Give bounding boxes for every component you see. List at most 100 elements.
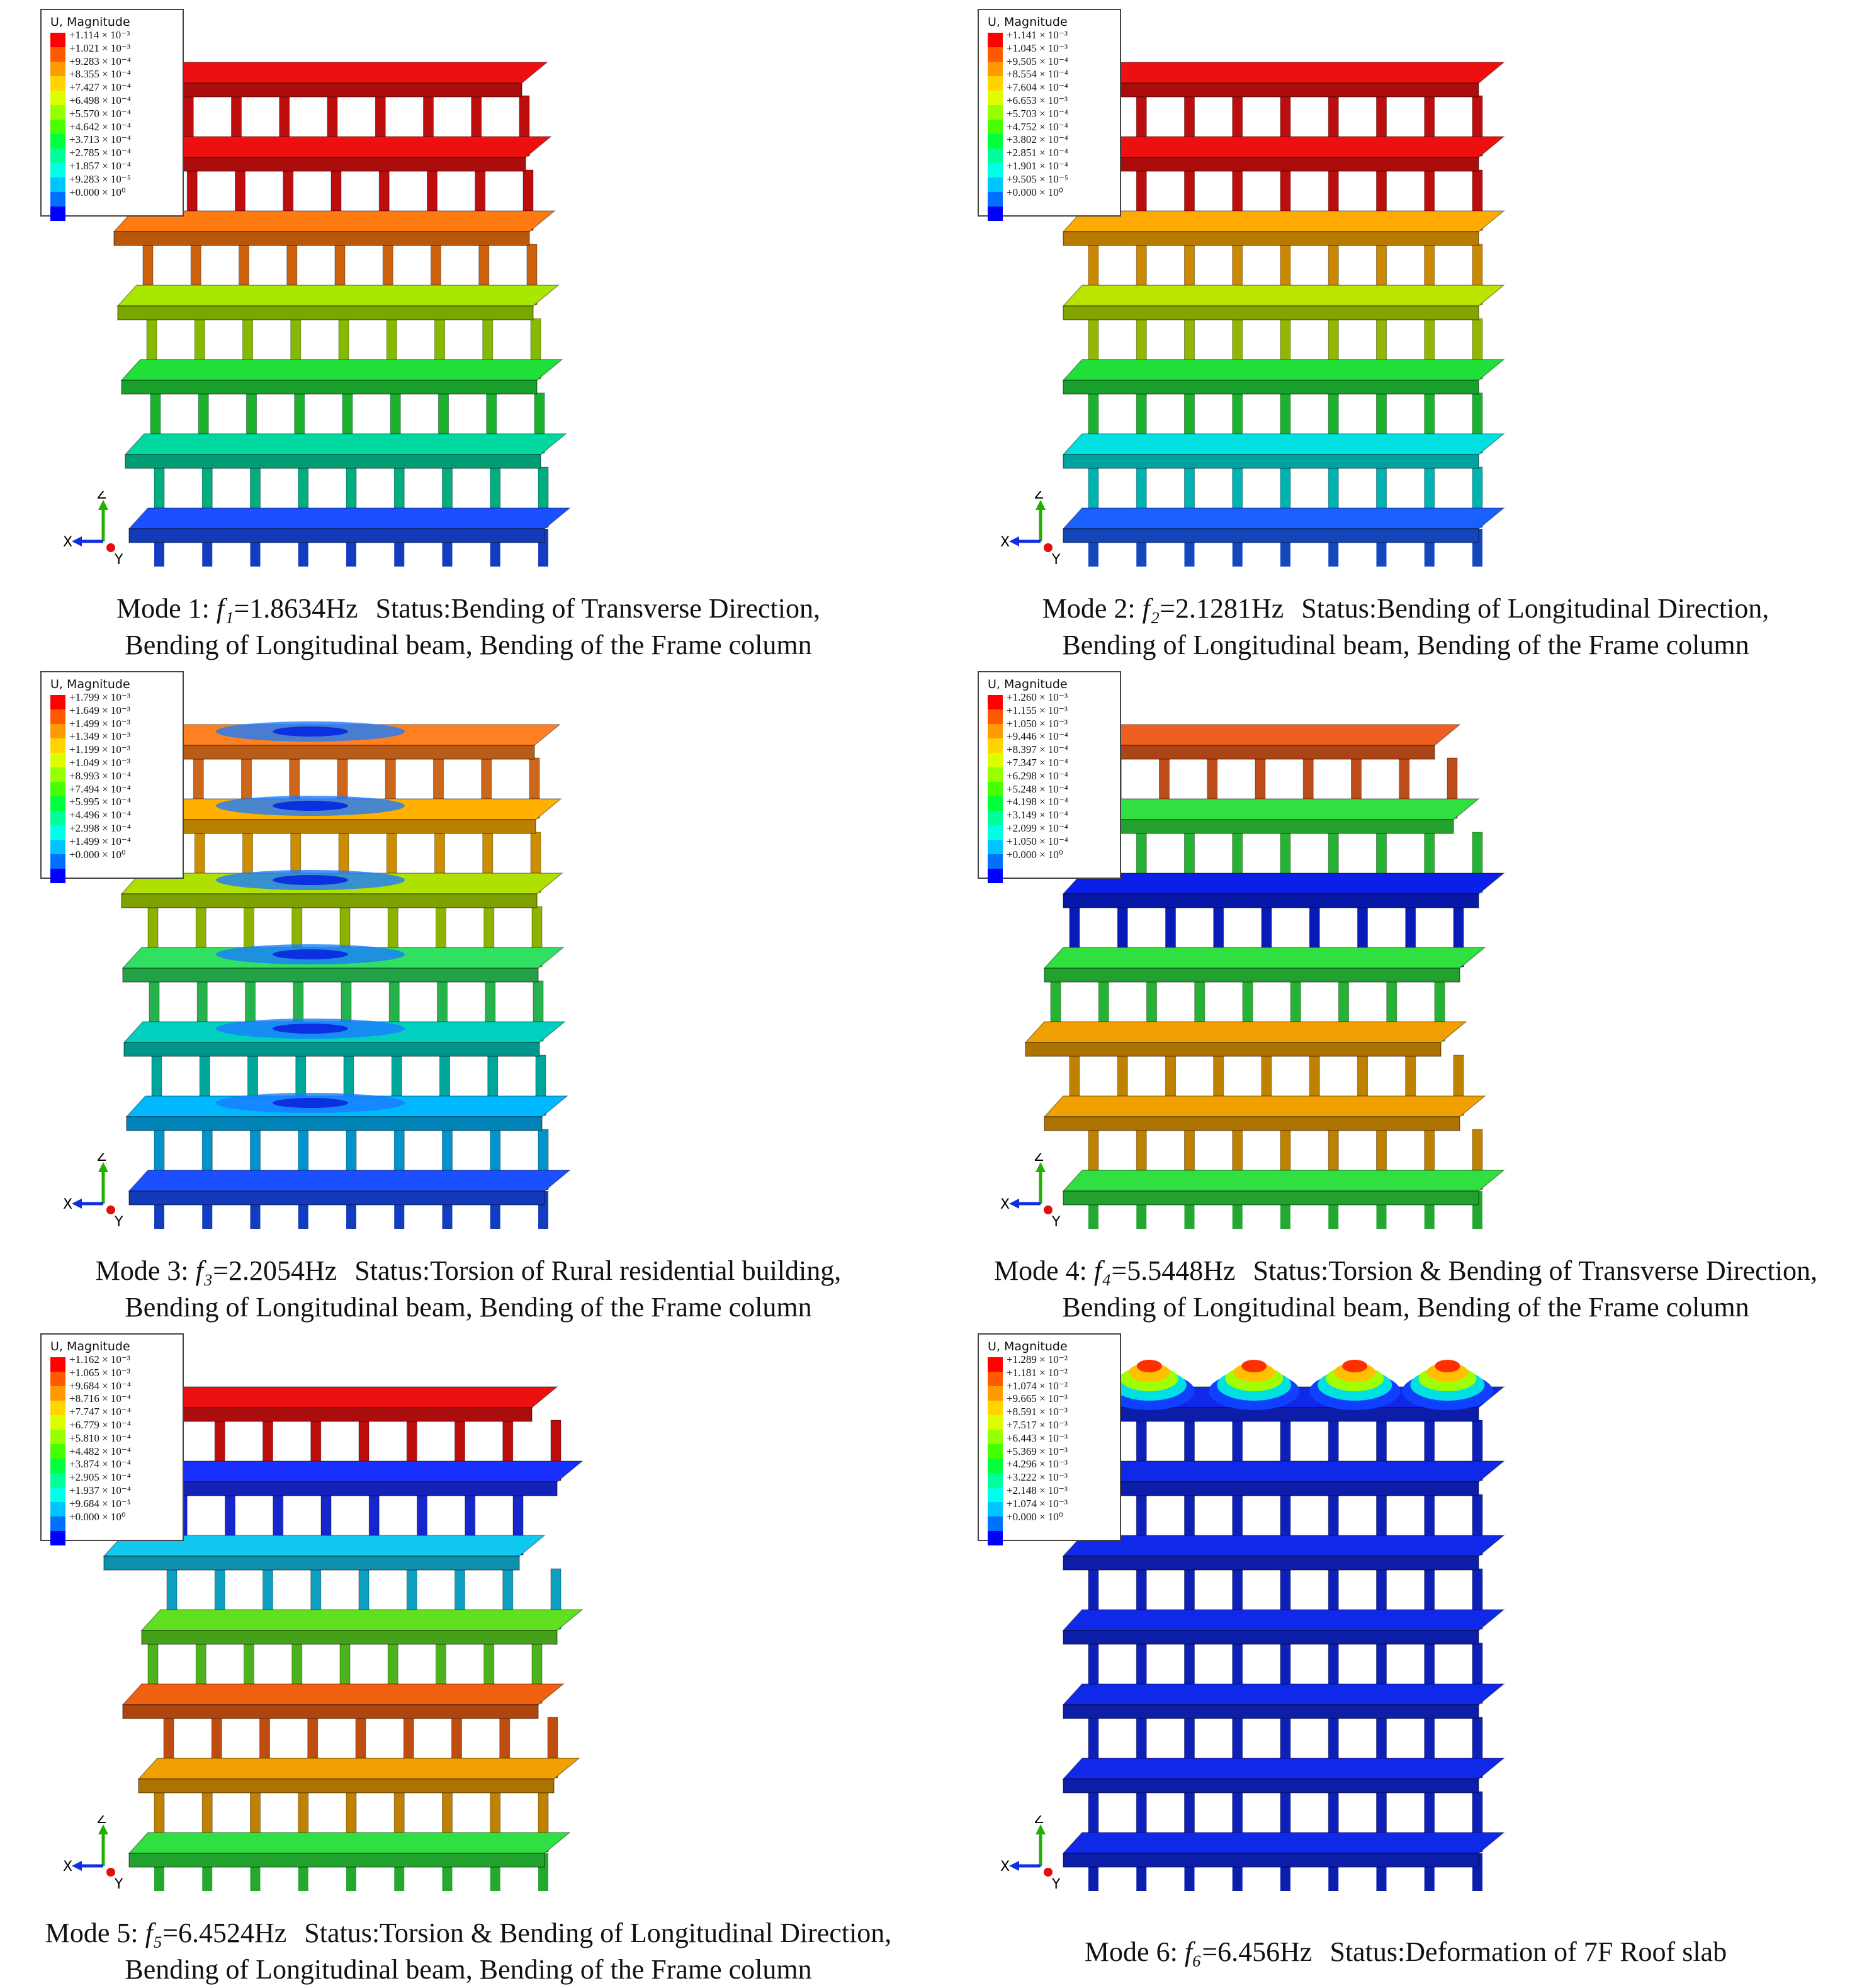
legend-value: +0.000 × 10⁰	[1007, 848, 1063, 861]
legend-swatch	[50, 149, 65, 163]
floor-slab-edge	[1063, 1481, 1479, 1496]
legend-swatch	[988, 738, 1003, 753]
mode-caption-line1: Mode 2: f₂=2.1281Hz Status:Bending of Lon…	[937, 590, 1874, 627]
floor-slab-top	[1062, 1609, 1506, 1631]
legend-value: +7.604 × 10⁻⁴	[1007, 81, 1068, 94]
floor-slab-top	[1062, 1460, 1506, 1483]
caption-frequency-value: =2.2054Hz	[213, 1255, 337, 1286]
legend-value: +8.397 × 10⁻⁴	[1007, 743, 1068, 756]
caption-frequency-symbol: f₄	[1093, 1255, 1112, 1286]
torsion-contour	[273, 726, 348, 737]
legend-swatch	[50, 724, 65, 738]
mode-panel-5: U, Magnitude +1.162 × 10⁻³ +1.065 × 10⁻³ +…	[0, 1324, 937, 1986]
legend-swatch	[988, 178, 1003, 192]
legend-swatch	[988, 811, 1003, 825]
legend-value: +1.499 × 10⁻⁴	[69, 835, 131, 847]
torsion-contour	[273, 1098, 348, 1108]
legend-swatch	[988, 1488, 1003, 1502]
caption-mode-label: Mode 4:	[994, 1255, 1094, 1286]
legend-swatch	[988, 1401, 1003, 1415]
caption-frequency-value: =6.4524Hz	[162, 1917, 287, 1948]
caption-frequency-value: =6.456Hz	[1202, 1936, 1312, 1967]
legend-swatch	[50, 1502, 65, 1516]
caption-frequency-value: =2.1281Hz	[1160, 593, 1284, 624]
caption-status: Status:Torsion of Rural residential buil…	[354, 1255, 842, 1286]
legend-swatch	[988, 47, 1003, 62]
legend-swatch	[988, 76, 1003, 91]
mode-caption-line1: Mode 5: f₅=6.4524Hz Status:Torsion & Bend…	[0, 1915, 937, 1951]
floor-slab-edge	[103, 1556, 520, 1571]
axis-triad-icon: Z X Y	[1000, 1153, 1061, 1230]
legend-value: +1.649 × 10⁻³	[69, 704, 130, 716]
floor-slab-edge	[1063, 454, 1479, 469]
legend-swatch	[988, 134, 1003, 149]
x-axis-label: X	[63, 1197, 72, 1212]
floor-slab-edge	[1063, 1190, 1479, 1206]
z-axis-label: Z	[1034, 1153, 1044, 1165]
caption-mode-label: Mode 5:	[45, 1917, 145, 1948]
y-axis-dot	[106, 543, 115, 552]
roof-slab-bulge	[1136, 1360, 1162, 1372]
floor-slab-edge	[126, 1116, 543, 1131]
legend-swatch	[988, 753, 1003, 767]
legend-value: +9.505 × 10⁻⁵	[1007, 172, 1068, 185]
floor-slab-edge	[113, 231, 530, 246]
legend-value: +1.799 × 10⁻³	[69, 691, 130, 703]
floor-slab-top	[1062, 1535, 1506, 1557]
floor-slab-top	[128, 1832, 572, 1854]
legend-swatch	[50, 767, 65, 782]
floor-slab-top	[1062, 1683, 1506, 1705]
legend-swatch	[988, 105, 1003, 120]
legend-swatch	[50, 1430, 65, 1444]
caption-frequency-symbol: f₂	[1142, 593, 1160, 624]
y-axis-label: Y	[114, 552, 123, 568]
legend-swatch	[50, 1372, 65, 1386]
color-legend: U, Magnitude +1.260 × 10⁻³ +1.155 × 10⁻³ +…	[978, 671, 1121, 883]
floor-slab-top	[1043, 947, 1487, 969]
floor-slab-edge	[125, 454, 541, 469]
color-legend: U, Magnitude +1.114 × 10⁻³ +1.021 × 10⁻³ +…	[40, 9, 184, 221]
legend-value: +1.050 × 10⁻³	[1007, 717, 1068, 730]
legend-value: +6.298 × 10⁻⁴	[1007, 769, 1068, 782]
floor-slab-top	[1062, 873, 1506, 895]
mode-caption-line2: Bending of Longitudinal beam, Bending of…	[1062, 1292, 1749, 1323]
caption-frequency-symbol: f₃	[195, 1255, 213, 1286]
legend-swatch	[988, 695, 1003, 709]
legend-value: +0.000 × 10⁰	[1007, 1510, 1063, 1523]
legend-swatch	[50, 1415, 65, 1430]
x-axis-arrowhead	[72, 536, 82, 546]
legend-swatch	[50, 695, 65, 709]
legend-swatch	[50, 1531, 65, 1545]
legend-swatch	[50, 120, 65, 134]
z-axis-arrowhead	[98, 500, 108, 510]
floor-slab-edge	[1063, 1407, 1479, 1422]
x-axis-arrowhead	[1009, 1861, 1019, 1871]
legend-swatch	[50, 91, 65, 105]
legend-swatch	[988, 91, 1003, 105]
z-axis-label: Z	[97, 1816, 106, 1827]
caption-status: Status:Bending of Transverse Direction,	[375, 593, 820, 624]
caption-mode-label: Mode 2:	[1042, 593, 1143, 624]
floor-slab-top	[124, 433, 568, 455]
legend-swatch	[988, 206, 1003, 221]
floor-slab-edge	[122, 968, 539, 983]
z-axis-arrowhead	[1036, 500, 1046, 510]
legend-swatch	[50, 825, 65, 840]
caption-status: Status:Torsion & Bending of Longitudinal…	[304, 1917, 892, 1948]
legend-values: +1.799 × 10⁻³ +1.649 × 10⁻³ +1.499 × 10⁻³ +…	[69, 691, 183, 861]
y-axis-label: Y	[1051, 552, 1061, 568]
floor-slab-edge	[128, 528, 545, 543]
floor-slab-top	[128, 507, 572, 529]
floor-slab-edge	[117, 305, 534, 320]
legend-swatch	[988, 869, 1003, 883]
legend-swatch	[988, 62, 1003, 76]
legend-swatch	[988, 825, 1003, 840]
legend-swatch	[988, 840, 1003, 854]
legend-values: +1.114 × 10⁻³ +1.021 × 10⁻³ +9.283 × 10⁻⁴ +…	[69, 29, 183, 199]
legend-value: +6.779 × 10⁻⁴	[69, 1418, 131, 1431]
legend-value: +3.222 × 10⁻³	[1007, 1471, 1068, 1484]
legend-value: +4.642 × 10⁻⁴	[69, 120, 131, 133]
axis-triad-icon: Z X Y	[1000, 1816, 1061, 1892]
mode-panel-4: U, Magnitude +1.260 × 10⁻³ +1.155 × 10⁻³ +…	[937, 662, 1874, 1324]
legend-swatch	[988, 782, 1003, 796]
